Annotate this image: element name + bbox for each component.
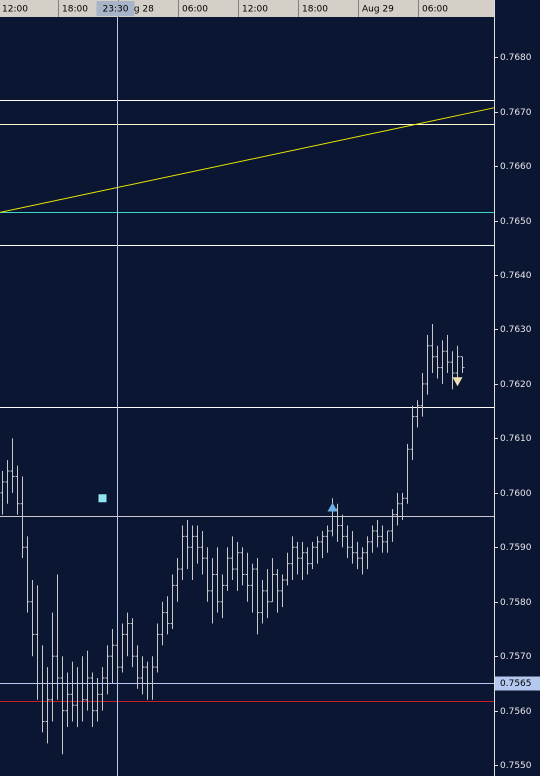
y-tick-label: 0.7560	[500, 707, 532, 717]
time-label: 12:00	[242, 5, 268, 15]
y-tick-label: 0.7580	[500, 598, 532, 608]
price-axis-panel	[494, 0, 540, 776]
crosshair-time-label: 23:30	[103, 5, 129, 15]
y-tick-label: 0.7650	[500, 217, 532, 227]
crosshair-time-box	[96, 1, 135, 16]
marker-arrow-down	[452, 377, 463, 387]
y-tick-label: 0.7680	[500, 53, 532, 63]
time-label: 18:00	[62, 5, 88, 15]
crosshair-price-label: 0.7565	[500, 679, 532, 689]
price-axis: 0.7680 0.7670 0.7660 0.7650 0.7640 0.7630 0.76…	[494, 53, 540, 771]
y-tick-label: 0.7590	[500, 543, 532, 553]
y-tick-label: 0.7610	[500, 434, 532, 444]
plot-area	[0, 17, 495, 776]
time-label: 06:00	[182, 5, 208, 15]
crosshair-price-box	[495, 676, 540, 691]
time-label: 06:00	[422, 5, 448, 15]
time-label: 18:00	[302, 5, 328, 15]
time-label: Aug 28	[122, 5, 154, 15]
y-tick-label: 0.7550	[500, 761, 532, 771]
y-tick-label: 0.7570	[500, 652, 532, 662]
y-tick-label: 0.7670	[500, 108, 532, 118]
y-tick-label: 0.7620	[500, 380, 532, 390]
time-label: Aug 29	[362, 5, 394, 15]
time-label: 12:00	[2, 5, 28, 15]
y-tick-label: 0.7600	[500, 489, 532, 499]
y-tick-label: 0.7660	[500, 162, 532, 172]
y-tick-label: 0.7630	[500, 325, 532, 335]
time-axis: 12:00 18:00 Aug 28 06:00 12:00 18:00 Aug 29 06:…	[2, 0, 448, 17]
y-tick-label: 0.7640	[500, 271, 532, 281]
marker-arrow-up	[327, 502, 338, 512]
marker-square	[98, 494, 107, 503]
trend-line	[0, 107, 495, 213]
